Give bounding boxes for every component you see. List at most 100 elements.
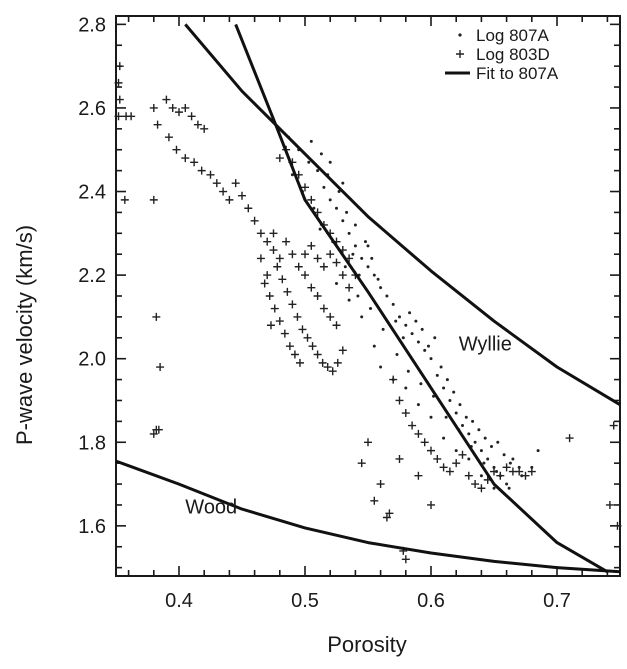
data-point-807A xyxy=(530,465,534,469)
data-point-803D xyxy=(270,304,279,313)
data-point-807A xyxy=(391,302,395,306)
data-point-807A xyxy=(369,307,373,311)
data-point-803D xyxy=(231,179,240,188)
data-point-807A xyxy=(353,244,357,248)
data-point-803D xyxy=(565,434,574,443)
data-point-807A xyxy=(444,415,448,419)
y-tick-label: 1.6 xyxy=(78,516,106,538)
data-point-803D xyxy=(288,250,297,259)
data-point-807A xyxy=(351,252,355,256)
data-point-803D xyxy=(225,195,234,204)
data-point-803D xyxy=(187,112,196,121)
data-point-803D xyxy=(172,145,181,154)
data-point-807A xyxy=(347,298,351,302)
data-point-807A xyxy=(312,206,316,210)
data-point-807A xyxy=(448,398,452,402)
data-point-807A xyxy=(408,311,412,315)
data-point-803D xyxy=(181,103,190,112)
data-point-807A xyxy=(372,344,376,348)
data-point-803D xyxy=(303,333,312,342)
data-point-803D xyxy=(283,287,292,296)
x-tick-label: 0.5 xyxy=(291,590,319,612)
data-point-803D xyxy=(260,279,269,288)
data-point-803D xyxy=(282,237,291,246)
data-point-803D xyxy=(114,112,123,121)
data-point-807A xyxy=(372,273,376,277)
data-point-807A xyxy=(536,449,540,453)
data-point-807A xyxy=(507,486,511,490)
data-point-807A xyxy=(318,227,322,231)
label-wood: Wood xyxy=(185,496,237,518)
data-point-807A xyxy=(316,169,320,173)
data-point-803D xyxy=(152,312,161,321)
data-point-803D xyxy=(332,258,341,267)
y-tick-label: 2.6 xyxy=(78,98,106,120)
data-point-807A xyxy=(477,428,481,432)
data-point-807A xyxy=(452,390,456,394)
data-point-803D xyxy=(275,317,284,326)
data-point-807A xyxy=(394,319,398,323)
data-point-803D xyxy=(190,158,199,167)
data-point-807A xyxy=(429,357,433,361)
data-point-803D xyxy=(181,154,190,163)
data-point-803D xyxy=(200,124,209,133)
data-point-807A xyxy=(385,294,389,298)
data-point-803D xyxy=(328,367,337,376)
data-point-803D xyxy=(477,484,486,493)
data-point-803D xyxy=(452,459,461,468)
data-point-807A xyxy=(454,411,458,415)
data-point-807A xyxy=(420,327,424,331)
data-point-803D xyxy=(269,229,278,238)
legend-marker-plus xyxy=(456,50,464,58)
data-point-803D xyxy=(285,342,294,351)
data-point-803D xyxy=(605,500,614,509)
data-point-803D xyxy=(319,262,328,271)
data-point-803D xyxy=(401,409,410,418)
x-axis-title: Porosity xyxy=(327,632,406,657)
data-point-803D xyxy=(333,358,342,367)
data-point-803D xyxy=(250,216,259,225)
label-wyllie: Wyllie xyxy=(459,333,512,355)
data-point-807A xyxy=(482,461,486,465)
data-point-803D xyxy=(149,103,158,112)
data-point-803D xyxy=(301,250,309,259)
data-point-807A xyxy=(322,185,326,189)
data-point-803D xyxy=(319,304,328,313)
data-point-803D xyxy=(382,513,391,522)
data-point-803D xyxy=(609,421,618,430)
data-point-803D xyxy=(307,283,316,292)
data-point-807A xyxy=(416,403,420,407)
data-point-803D xyxy=(269,246,278,255)
data-point-807A xyxy=(379,286,383,290)
data-point-803D xyxy=(122,112,131,121)
data-point-803D xyxy=(427,446,435,455)
data-point-807A xyxy=(414,319,418,323)
legend-label: Fit to 807A xyxy=(476,64,559,83)
data-point-803D xyxy=(273,262,282,271)
data-point-803D xyxy=(115,95,124,104)
curve-fit-to-807a xyxy=(234,23,609,574)
data-point-803D xyxy=(275,254,284,263)
data-point-803D xyxy=(395,454,404,463)
data-point-807A xyxy=(290,173,294,177)
y-tick-label: 2.2 xyxy=(78,265,106,287)
y-tick-label: 2.8 xyxy=(78,14,106,36)
data-point-803D xyxy=(212,179,221,188)
data-point-807A xyxy=(406,369,410,373)
data-point-803D xyxy=(515,467,524,476)
data-point-803D xyxy=(357,459,366,468)
data-point-803D xyxy=(288,300,297,309)
y-tick-label: 2.0 xyxy=(78,349,106,371)
data-point-807A xyxy=(360,256,364,260)
data-point-807A xyxy=(508,461,512,465)
data-point-803D xyxy=(323,363,332,372)
legend-label: Log 807A xyxy=(476,26,549,45)
data-point-803D xyxy=(313,292,322,300)
y-tick-label: 1.8 xyxy=(78,432,106,454)
data-point-807A xyxy=(423,348,427,352)
data-point-807A xyxy=(345,210,349,214)
data-point-807A xyxy=(511,457,515,461)
data-point-807A xyxy=(353,223,357,227)
data-point-803D xyxy=(332,321,341,330)
